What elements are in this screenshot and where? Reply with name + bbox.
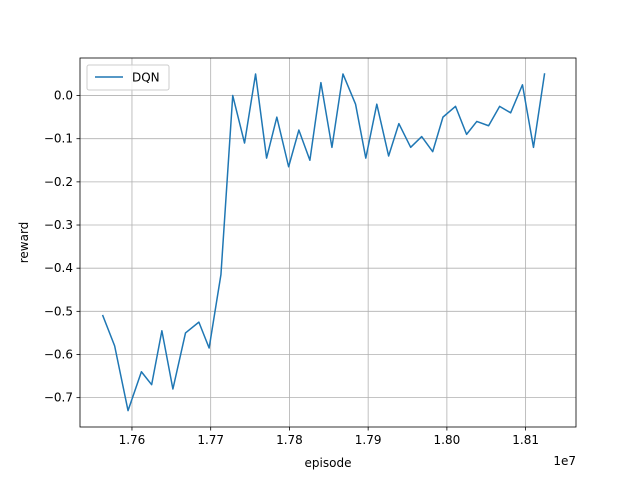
x-tick-label: 1.81 (512, 433, 539, 447)
y-tick-label: −0.2 (44, 175, 73, 189)
y-tick-label: −0.6 (44, 347, 73, 361)
y-tick-label: −0.1 (44, 132, 73, 146)
x-tick-label: 1.79 (355, 433, 382, 447)
legend: DQN (86, 64, 170, 91)
y-axis: 0.0 −0.1 −0.2 −0.3 −0.4 −0.5 −0.6 −0.7 (44, 89, 80, 405)
x-axis: 1.76 1.77 1.78 1.79 1.80 1.81 (119, 427, 539, 447)
data-line-dqn (101, 73, 546, 412)
y-tick-label: −0.4 (44, 261, 73, 275)
legend-box (86, 64, 170, 91)
legend-label-dqn: DQN (132, 71, 160, 85)
x-tick-label: 1.78 (276, 433, 303, 447)
y-tick-label: −0.7 (44, 391, 73, 405)
data-line-group (101, 73, 546, 412)
grid-lines (80, 58, 576, 427)
x-axis-offset-label: 1e7 (553, 454, 576, 468)
plot-frame (79, 57, 577, 428)
y-tick-label: −0.5 (44, 304, 73, 318)
y-tick-label: −0.3 (44, 218, 73, 232)
y-axis-label: reward (17, 222, 31, 264)
x-tick-label: 1.77 (197, 433, 224, 447)
x-tick-label: 1.80 (434, 433, 461, 447)
plot-area (80, 58, 576, 427)
y-tick-label: 0.0 (54, 89, 73, 103)
x-tick-label: 1.76 (119, 433, 146, 447)
x-axis-label: episode (305, 456, 352, 470)
